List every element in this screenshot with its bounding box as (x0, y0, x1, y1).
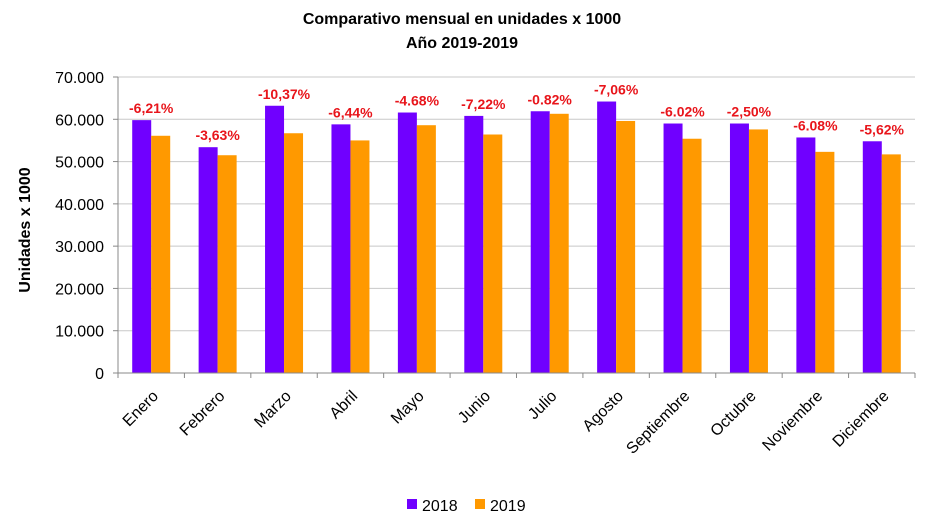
bar-2019-junio (483, 134, 503, 373)
percent-label: -3,63% (195, 127, 240, 143)
x-axis-ticks: Enero Febrero Marzo Abril Mayo Junio Julio Agos… (120, 388, 893, 458)
bar-2018-abril (331, 124, 351, 373)
legend: 2018 2019 (407, 498, 526, 515)
bar-2019-marzo (284, 133, 304, 373)
x-tick-label: Noviembre (759, 388, 826, 455)
percent-label: -5,62% (860, 121, 905, 137)
bar-2018-mayo (397, 112, 417, 374)
bar-2018-febrero (198, 147, 218, 373)
x-tick-label: Junio (455, 388, 494, 427)
bar-2019-noviembre (815, 151, 835, 373)
y-tick-label: 30.000 (55, 239, 104, 256)
x-tick-label: Octubre (708, 388, 760, 440)
y-tick-label: 10.000 (55, 324, 104, 341)
axes (117, 77, 916, 378)
x-tick-label: Diciembre (830, 388, 893, 451)
bar-2019-diciembre (881, 154, 901, 373)
chart-title: Comparativo mensual en unidades x 1000 (303, 11, 621, 28)
y-axis-label: Unidades x 1000 (17, 167, 34, 293)
y-tick-label: 40.000 (55, 197, 104, 214)
bar-2019-abril (350, 140, 370, 373)
bar-2018-enero (132, 120, 152, 373)
legend-swatch-2019 (475, 499, 485, 509)
gridlines (118, 76, 915, 374)
x-tick-label: Abril (327, 388, 362, 423)
percent-label: -7,22% (461, 96, 506, 112)
y-tick-label: 70.000 (55, 70, 104, 87)
x-tick-label: Agosto (580, 388, 627, 435)
legend-label-2018: 2018 (422, 498, 458, 515)
bar-2019-agosto (616, 120, 636, 373)
bars (132, 101, 901, 374)
chart-subtitle: Año 2019-2019 (406, 35, 518, 52)
y-tick-label: 20.000 (55, 281, 104, 298)
bar-2018-septiembre (663, 123, 683, 373)
x-tick-label: Febrero (177, 388, 229, 440)
bar-2018-julio (530, 111, 550, 373)
percent-label: -6,44% (328, 104, 373, 120)
bar-2018-junio (464, 115, 484, 373)
bar-2019-mayo (416, 125, 436, 373)
bar-2018-agosto (597, 101, 617, 374)
legend-swatch-2018 (407, 499, 417, 509)
bar-2018-marzo (265, 105, 285, 374)
percent-label: -6.02% (660, 104, 705, 120)
x-tick-label: Julio (525, 388, 560, 423)
y-tick-label: 0 (95, 366, 104, 383)
legend-label-2019: 2019 (490, 498, 526, 515)
x-tick-label: Mayo (388, 388, 428, 428)
bar-2019-julio (549, 113, 569, 373)
percent-label: -10,37% (258, 86, 311, 102)
percent-label: -6,21% (129, 100, 174, 116)
x-tick-label: Septiembre (623, 388, 693, 458)
bar-2019-septiembre (682, 138, 702, 373)
percent-label: -6.08% (793, 117, 838, 133)
x-tick-label: Marzo (251, 388, 295, 432)
percent-label: -2,50% (727, 104, 772, 120)
percent-label: -4.68% (395, 93, 440, 109)
x-tick-label: Enero (120, 388, 162, 430)
y-axis-ticks: 0 10.000 20.000 30.000 40.000 50.000 60.000 70.… (55, 70, 118, 383)
percent-labels: -6,21% -3,63% -10,37% -6,44% -4.68% -7,22% -0.… (129, 82, 904, 144)
bar-2018-octubre (729, 123, 749, 373)
bar-2019-febrero (217, 155, 237, 373)
percent-label: -0.82% (528, 91, 573, 107)
percent-label: -7,06% (594, 82, 639, 98)
bar-2018-noviembre (796, 137, 816, 373)
bar-2019-enero (151, 135, 171, 373)
bar-2019-octubre (748, 129, 768, 373)
y-tick-label: 50.000 (55, 155, 104, 172)
y-tick-label: 60.000 (55, 112, 104, 129)
bar-2018-diciembre (862, 141, 882, 373)
